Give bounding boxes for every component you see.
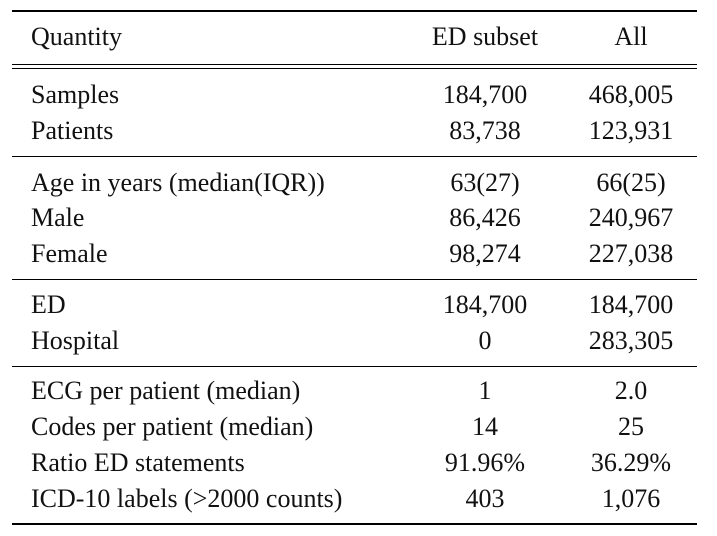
row-label: Hospital	[31, 326, 120, 355]
row-ed-value: 91.96%	[444, 448, 526, 477]
row-label: ICD-10 labels (>2000 counts)	[31, 484, 343, 513]
row-all-value: 36.29%	[590, 448, 672, 477]
header-all: All	[614, 22, 648, 51]
row-ed-value: 403	[465, 484, 505, 513]
row-label: Codes per patient (median)	[31, 412, 314, 441]
row-ed-value: 98,274	[449, 239, 521, 268]
row-all-value: 2.0	[614, 376, 648, 405]
header-rule-upper	[12, 64, 697, 65]
row-ed-value: 83,738	[449, 116, 521, 145]
row-label: Female	[31, 239, 108, 268]
row-all-value: 25	[618, 412, 644, 441]
row-ed-value: 0	[478, 326, 492, 355]
group-divider	[12, 366, 697, 367]
row-ed-value: 184,700	[442, 290, 528, 319]
row-label: Ratio ED statements	[31, 448, 245, 477]
table-bottom-rule	[12, 523, 697, 525]
row-label: Male	[31, 203, 85, 232]
header-quantity: Quantity	[31, 22, 122, 51]
group-divider	[12, 279, 697, 280]
row-ed-value: 63(27)	[450, 168, 520, 197]
header-rule-lower	[12, 68, 697, 69]
row-all-value: 468,005	[588, 80, 674, 109]
row-all-value: 240,967	[588, 203, 674, 232]
row-all-value: 227,038	[588, 239, 674, 268]
row-all-value: 123,931	[588, 116, 674, 145]
row-ed-value: 1	[478, 376, 492, 405]
row-label: Age in years (median(IQR))	[31, 168, 325, 197]
row-label: ECG per patient (median)	[31, 376, 301, 405]
group-divider	[12, 156, 697, 157]
row-all-value: 1,076	[601, 484, 661, 513]
row-label: Patients	[31, 116, 114, 145]
row-ed-value: 14	[472, 412, 498, 441]
header-ed-subset: ED subset	[431, 22, 539, 51]
row-all-value: 66(25)	[596, 168, 666, 197]
row-label: Samples	[31, 80, 120, 109]
row-all-value: 283,305	[588, 326, 674, 355]
row-ed-value: 184,700	[442, 80, 528, 109]
row-all-value: 184,700	[588, 290, 674, 319]
row-ed-value: 86,426	[449, 203, 521, 232]
row-label: ED	[31, 290, 66, 319]
table-top-rule	[12, 10, 697, 12]
